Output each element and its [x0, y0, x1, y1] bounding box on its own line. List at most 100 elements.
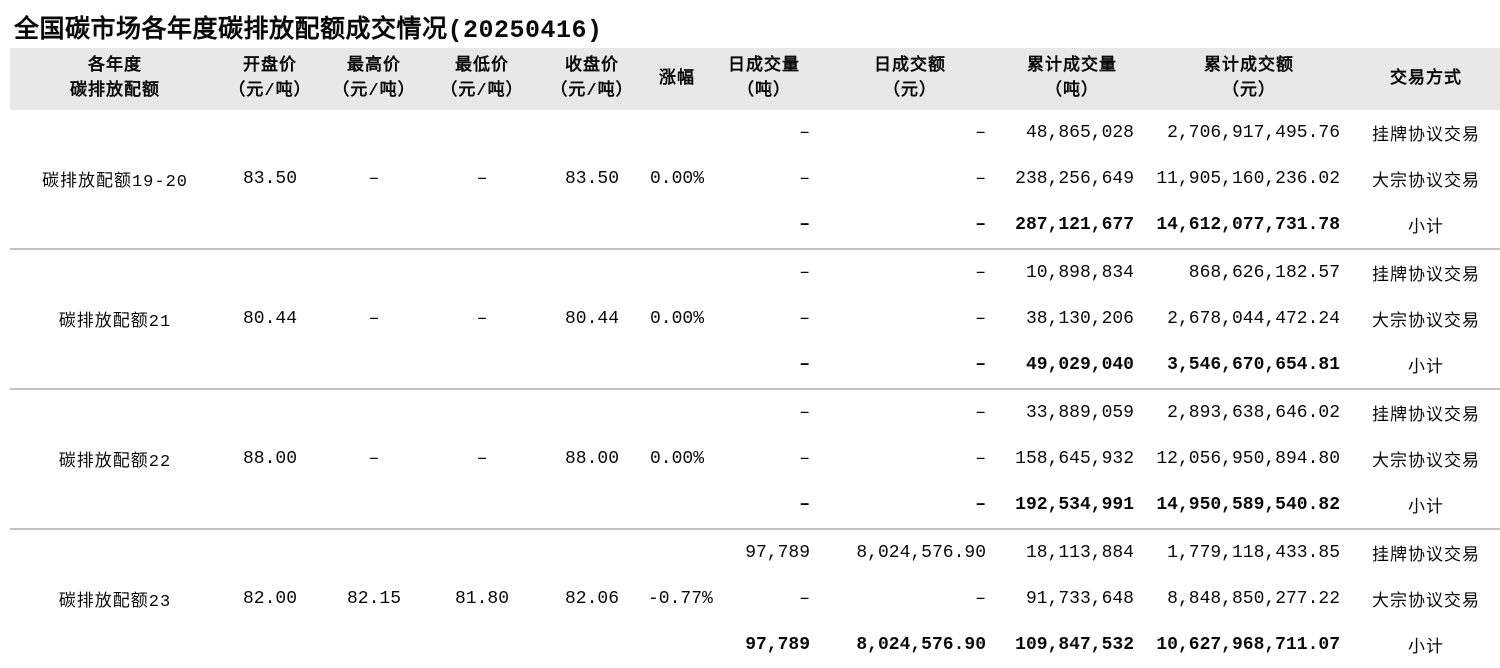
- daily-amount-cell: –: [975, 123, 986, 143]
- daily-volume-cell: –: [799, 403, 810, 423]
- open-price-cell: 83.50: [220, 110, 320, 250]
- high-price-cell: 82.15: [346, 589, 401, 609]
- cumulative-amount-cell: 2,706,917,495.76: [1167, 123, 1340, 143]
- table-row: – – 91,733,648 8,848,850,277.22 大宗协议交易: [10, 576, 1500, 622]
- trade-method-cell: 挂牌协议交易: [1372, 267, 1480, 286]
- daily-volume-cell: –: [799, 263, 810, 283]
- cumulative-volume-cell: 33,889,059: [1025, 403, 1134, 423]
- open-price-cell: 82.00: [242, 589, 297, 609]
- cumulative-amount-cell: 12,056,950,894.80: [1156, 449, 1340, 469]
- allowance-name-cell: 碳排放配额22: [10, 389, 220, 530]
- daily-volume-cell: 97,789: [745, 635, 810, 655]
- daily-volume-cell: –: [799, 309, 810, 329]
- close-price-cell: 80.44: [536, 249, 648, 390]
- daily-amount-cell: –: [975, 169, 986, 189]
- table-row: – – 38,130,206 2,678,044,472.24 大宗协议交易: [10, 296, 1500, 342]
- trade-method-cell: 大宗协议交易: [1372, 173, 1480, 192]
- daily-volume-cell: –: [799, 589, 810, 609]
- cumulative-amount-cell: 1,779,118,433.85: [1167, 543, 1340, 563]
- trade-method-cell: 小计: [1408, 499, 1444, 518]
- cumulative-amount-cell: 11,905,160,236.02: [1156, 169, 1340, 189]
- cumulative-volume-cell: 91,733,648: [1025, 589, 1134, 609]
- header-change-pct: 涨幅: [648, 48, 706, 110]
- daily-volume-cell: –: [799, 123, 810, 143]
- change-pct-cell: -0.77%: [648, 589, 713, 609]
- header-daily-volume: 日成交量 （吨）: [706, 48, 822, 110]
- daily-amount-cell: 8,024,576.90: [856, 635, 986, 655]
- high-price-cell: –: [320, 249, 428, 390]
- low-price-cell: –: [428, 249, 536, 390]
- trade-method-cell: 挂牌协议交易: [1372, 547, 1480, 566]
- subtotal-row: – – 287,121,677 14,612,077,731.78 小计: [10, 202, 1500, 249]
- trade-method-cell: 小计: [1408, 359, 1444, 378]
- table-header-row: 各年度 碳排放配额 开盘价 （元/吨） 最高价 （元/吨） 最低价 （元/吨） 收盘价（…: [10, 48, 1500, 110]
- change-pct-cell: 0.00%: [648, 110, 706, 250]
- table-body: 碳排放配额19-20 83.50– –83.50 0.00% – –48,865,028 2…: [10, 110, 1500, 668]
- cumulative-volume-cell: 38,130,206: [1025, 309, 1134, 329]
- allowance-name-cell: 碳排放配额23: [58, 593, 172, 612]
- low-price-cell: 81.80: [454, 589, 509, 609]
- cumulative-volume-cell: 49,029,040: [1025, 355, 1134, 375]
- change-pct-cell: 0.00%: [648, 249, 706, 390]
- header-allowance: 各年度 碳排放配额: [10, 48, 220, 110]
- close-price-cell: 83.50: [536, 110, 648, 250]
- allowance-name-cell: 碳排放配额19-20: [10, 110, 220, 250]
- table-row: 碳排放配额23 82.00 82.15 81.80 82.06 -0.77% 97,789 8…: [10, 529, 1500, 612]
- cumulative-amount-cell: 14,950,589,540.82: [1156, 495, 1340, 515]
- allowance-name-cell: 碳排放配额21: [10, 249, 220, 390]
- close-price-cell: 88.00: [536, 389, 648, 530]
- daily-volume-cell: –: [799, 355, 810, 375]
- daily-amount-cell: –: [975, 403, 986, 423]
- daily-amount-cell: –: [975, 495, 986, 515]
- table-row: 碳排放配额21 80.44– –80.44 0.00% – –10,898,834 868,…: [10, 249, 1500, 390]
- header-cumulative-volume: 累计成交量 （吨）: [998, 48, 1146, 110]
- header-cumulative-amount: 累计成交额 （元）: [1146, 48, 1352, 110]
- daily-amount-cell: –: [975, 309, 986, 329]
- cumulative-volume-cell: 10,898,834: [1025, 263, 1134, 283]
- close-price-cell: 82.06: [564, 589, 619, 609]
- table-row: – – 238,256,649 11,905,160,236.02 大宗协议交易: [10, 156, 1500, 202]
- cumulative-amount-cell: 2,893,638,646.02: [1167, 403, 1340, 423]
- cumulative-amount-cell: 3,546,670,654.81: [1167, 355, 1340, 375]
- header-close-price: 收盘价 （元/吨）: [536, 48, 648, 110]
- cumulative-volume-cell: 109,847,532: [1015, 635, 1134, 655]
- open-price-cell: 80.44: [220, 249, 320, 390]
- low-price-cell: –: [428, 110, 536, 250]
- cumulative-volume-cell: 48,865,028: [1025, 123, 1134, 143]
- trade-method-cell: 挂牌协议交易: [1372, 127, 1480, 146]
- daily-volume-cell: –: [799, 169, 810, 189]
- daily-amount-cell: –: [975, 449, 986, 469]
- trade-method-cell: 挂牌协议交易: [1372, 407, 1480, 426]
- high-price-cell: –: [320, 110, 428, 250]
- header-low-price: 最低价 （元/吨）: [428, 48, 536, 110]
- low-price-cell: –: [428, 389, 536, 530]
- table-row: – – 158,645,932 12,056,950,894.80 大宗协议交易: [10, 436, 1500, 482]
- daily-amount-cell: –: [975, 215, 986, 235]
- trade-method-cell: 大宗协议交易: [1372, 453, 1480, 472]
- cumulative-amount-cell: 2,678,044,472.24: [1167, 309, 1340, 329]
- subtotal-row: – – 192,534,991 14,950,589,540.82 小计: [10, 482, 1500, 529]
- subtotal-row: 97,789 8,024,576.90 109,847,532 10,627,968,…: [10, 622, 1500, 668]
- cumulative-volume-cell: 192,534,991: [1015, 495, 1134, 515]
- daily-volume-cell: –: [799, 215, 810, 235]
- cumulative-amount-cell: 14,612,077,731.78: [1156, 215, 1340, 235]
- header-high-price: 最高价 （元/吨）: [320, 48, 428, 110]
- high-price-cell: –: [320, 389, 428, 530]
- daily-volume-cell: 97,789: [745, 543, 810, 563]
- trade-method-cell: 小计: [1408, 639, 1444, 658]
- table-row: 碳排放配额19-20 83.50– –83.50 0.00% – –48,865,028 2…: [10, 110, 1500, 250]
- cumulative-amount-cell: 10,627,968,711.07: [1156, 635, 1340, 655]
- header-daily-amount: 日成交额 （元）: [822, 48, 998, 110]
- page-title: 全国碳市场各年度碳排放配额成交情况(20250416): [14, 16, 603, 45]
- daily-amount-cell: –: [975, 263, 986, 283]
- change-pct-cell: 0.00%: [648, 389, 706, 530]
- daily-volume-cell: –: [799, 449, 810, 469]
- trade-method-cell: 小计: [1408, 219, 1444, 238]
- cumulative-amount-cell: 868,626,182.57: [1188, 263, 1340, 283]
- open-price-cell: 88.00: [220, 389, 320, 530]
- cumulative-amount-cell: 8,848,850,277.22: [1167, 589, 1340, 609]
- daily-amount-cell: 8,024,576.90: [856, 543, 986, 563]
- daily-amount-cell: –: [975, 355, 986, 375]
- daily-volume-cell: –: [799, 495, 810, 515]
